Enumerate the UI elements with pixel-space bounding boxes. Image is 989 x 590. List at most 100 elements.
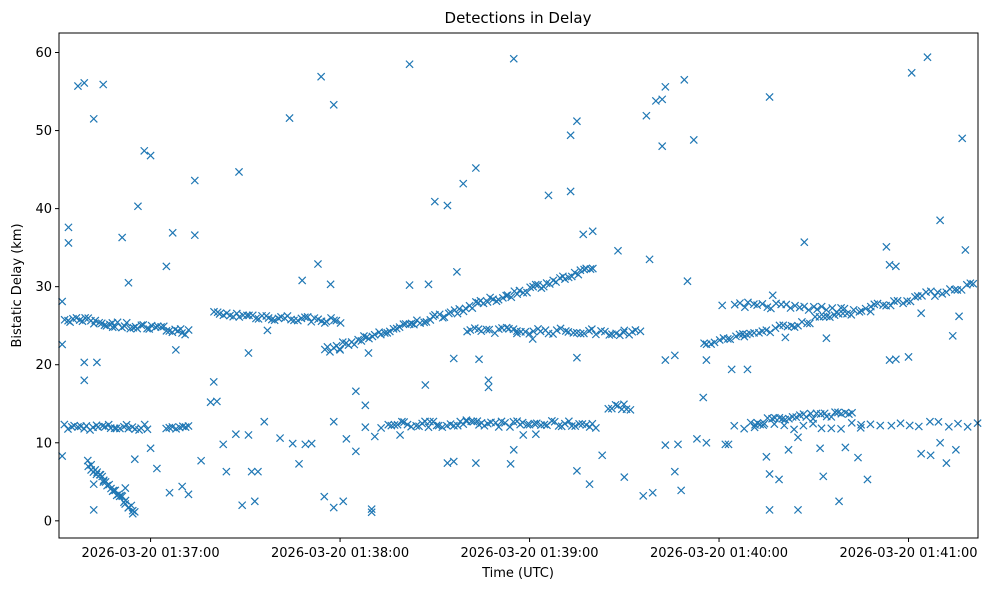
y-axis: 0 10 20 30 40 50 60 <box>35 46 59 529</box>
data-point-marker <box>329 503 338 512</box>
data-point-marker <box>351 387 360 396</box>
data-point-marker <box>168 228 177 237</box>
data-point-marker <box>958 134 967 143</box>
data-point-marker <box>619 328 628 337</box>
data-point-marker <box>453 309 462 318</box>
data-point-marker <box>896 419 905 428</box>
data-point-marker <box>238 501 247 510</box>
data-point-marker <box>453 421 462 430</box>
data-point-marker <box>407 319 416 328</box>
data-point-marker <box>572 466 581 475</box>
data-point-marker <box>462 416 471 425</box>
data-point-marker <box>75 316 84 325</box>
data-point-marker <box>513 290 522 299</box>
data-point-marker <box>336 345 345 354</box>
data-point-marker <box>893 296 902 305</box>
data-point-marker <box>642 111 651 120</box>
data-point-marker <box>329 100 338 109</box>
data-point-marker <box>108 323 117 332</box>
data-point-marker <box>726 335 735 344</box>
data-point-marker <box>702 438 711 447</box>
data-point-marker <box>380 328 389 337</box>
data-point-marker <box>443 201 452 210</box>
data-point-marker <box>67 422 76 431</box>
data-point-marker <box>184 325 193 335</box>
data-point-marker <box>313 260 322 269</box>
data-point-marker <box>822 305 831 314</box>
data-point-marker <box>420 318 429 327</box>
data-point-marker <box>294 459 304 468</box>
data-point-marker <box>64 223 73 232</box>
data-point-marker <box>567 272 576 281</box>
data-point-marker <box>239 311 248 320</box>
data-point-marker <box>735 330 744 339</box>
data-point-marker <box>209 377 218 386</box>
data-point-marker <box>127 501 136 510</box>
data-point-marker <box>140 420 149 429</box>
data-point-marker <box>740 332 749 341</box>
data-point-marker <box>73 422 82 431</box>
data-point-marker <box>523 420 532 429</box>
y-axis-label: Bistatic Delay (km) <box>10 223 25 347</box>
data-point-marker <box>110 322 120 331</box>
data-point-marker <box>361 401 370 410</box>
data-point-marker <box>446 308 455 317</box>
data-point-marker <box>661 441 670 450</box>
data-point-marker <box>887 421 896 430</box>
data-point-marker <box>837 424 846 433</box>
data-point-marker <box>58 297 67 306</box>
data-point-marker <box>505 422 514 431</box>
data-point-marker <box>64 238 73 247</box>
data-point-marker <box>143 425 152 434</box>
data-point-marker <box>817 424 826 433</box>
data-point-marker <box>879 301 888 310</box>
data-point-marker <box>727 365 736 374</box>
data-point-marker <box>750 423 759 432</box>
data-point-marker <box>165 423 174 432</box>
data-point-marker <box>326 280 335 289</box>
data-point-marker <box>961 245 970 255</box>
data-point-marker <box>525 420 534 429</box>
data-point-marker <box>531 280 540 289</box>
data-point-marker <box>484 376 493 385</box>
data-point-marker <box>710 338 719 347</box>
data-point-marker <box>903 297 912 306</box>
data-point-marker <box>118 233 127 242</box>
data-point-marker <box>775 475 784 484</box>
data-point-marker <box>222 467 231 476</box>
data-point-marker <box>885 356 894 365</box>
data-point-marker <box>529 327 538 336</box>
data-point-marker <box>92 358 101 367</box>
data-point-marker <box>471 459 480 468</box>
data-point-marker <box>122 318 131 327</box>
data-point-marker <box>689 135 698 144</box>
data-point-marker <box>822 312 831 321</box>
data-point-marker <box>339 497 348 506</box>
data-point-marker <box>522 288 532 297</box>
y-tick-label: 0 <box>44 514 52 529</box>
data-point-marker <box>817 302 826 311</box>
data-point-marker <box>80 376 89 385</box>
data-point-marker <box>364 348 373 358</box>
data-point-marker <box>483 297 492 306</box>
data-point-marker <box>805 319 814 328</box>
data-point-marker <box>178 482 187 491</box>
data-point-marker <box>809 414 818 423</box>
data-point-marker <box>803 319 812 328</box>
data-point-marker <box>370 432 379 441</box>
data-point-marker <box>730 300 739 309</box>
data-point-marker <box>89 505 98 514</box>
data-point-marker <box>784 445 793 454</box>
data-point-marker <box>658 95 667 104</box>
data-point-marker <box>700 339 709 348</box>
data-point-marker <box>395 323 404 332</box>
data-point-marker <box>133 202 142 211</box>
data-point-marker <box>342 434 351 443</box>
data-point-marker <box>917 449 926 458</box>
data-point-marker <box>561 326 570 336</box>
data-point-marker <box>768 291 777 300</box>
data-point-marker <box>466 326 475 335</box>
data-point-marker <box>385 327 394 336</box>
data-point-marker <box>528 334 537 343</box>
data-point-marker <box>197 456 206 465</box>
